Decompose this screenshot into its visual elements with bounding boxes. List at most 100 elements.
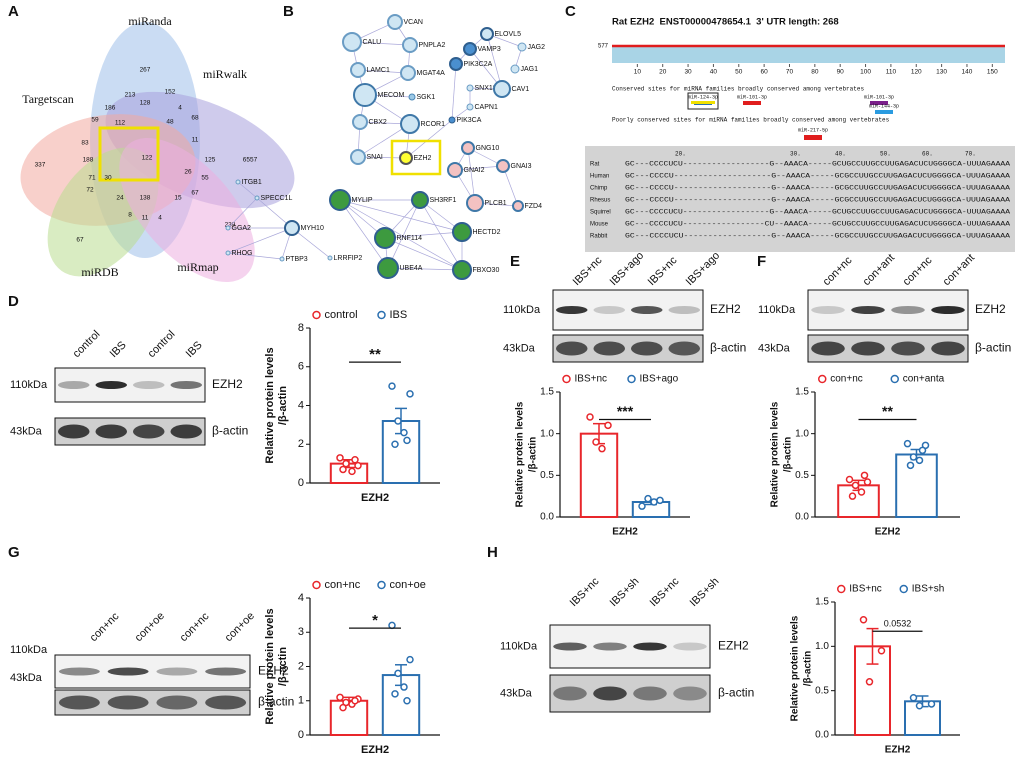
protein-label: β-actin [975,341,1011,355]
axis-tick-label: 140 [962,69,973,76]
network-edge [357,123,411,158]
legend-marker [899,584,908,594]
y-tick-label: 1.0 [815,641,829,652]
data-point [877,647,886,655]
marker-label: 43kDa [758,342,791,354]
y-tick-label: 1.5 [795,387,809,398]
blot-band [631,306,663,314]
blot-band [593,642,627,651]
blot-band [811,341,845,356]
node-label: SPECC1L [261,195,293,202]
x-tick-label: EZH2 [612,527,638,538]
node-label: GNAI3 [511,163,532,170]
y-tick-label: 2 [298,438,304,450]
blot-band [593,341,625,356]
blot-band [631,341,663,356]
node-label: RHOG [232,250,253,257]
blot-band [58,381,90,389]
blot-band [633,686,667,701]
protein-label: EZH2 [975,302,1006,316]
axis-tick-label: 130 [936,69,947,76]
legend-label: con+nc [325,579,361,591]
node-label: MYH10 [301,225,324,232]
blot-band [156,667,198,676]
protein-label: β-actin [718,686,754,700]
venn-count: 188 [83,157,94,164]
site-bar [691,101,715,104]
y-tick-label: 1.0 [540,428,554,439]
species-name: Rhesus [590,198,610,204]
sequence: GC---CCCCU--------------------G--AAACA--… [625,185,1011,192]
venn-count: 67 [76,237,84,244]
data-point [638,502,646,510]
node-label: MGAT4A [417,70,446,77]
alignment-position: 50. [880,151,891,158]
sequence: GC---CCCCU--------------------G--AAACA--… [625,197,1011,204]
network-node [452,222,472,242]
node-label: FBXO30 [473,267,500,274]
blot-band [556,306,588,314]
legend-label: con+nc [830,374,863,385]
venn-count: 267 [140,67,151,74]
y-tick-label: 1.5 [815,597,829,608]
venn-count: 30 [104,175,112,182]
alignment-position: 60. [922,151,933,158]
axis-tick-label: 10 [634,69,642,76]
significance-label: ** [369,346,381,363]
legend-marker [562,374,571,384]
network-node [279,256,285,262]
data-point [400,428,408,437]
network-node [400,65,416,81]
data-point [336,454,344,462]
y-tick-label: 1.0 [795,428,809,439]
site-bar [870,101,888,105]
network-node [350,62,366,78]
blot-band [811,306,845,314]
network-node [493,80,511,98]
depth-label: 577 [598,44,609,50]
alignment-box [585,146,1015,252]
y-axis-label: /β-actin [277,647,289,686]
data-point [851,481,860,490]
node-label: HECTD2 [473,229,501,236]
axis-tick-label: 50 [735,69,743,76]
data-point [342,459,350,468]
network-node [461,141,475,155]
network-node [374,227,396,249]
x-tick-label: EZH2 [361,492,389,504]
legend-marker [312,310,321,320]
node-label: VAMP3 [478,46,501,53]
data-point [915,701,924,710]
legend-label: con+oe [390,579,426,591]
blot-band [156,695,198,710]
blot-band [931,306,965,314]
data-point [354,461,362,470]
network-edge [339,199,463,271]
node-label: RNF114 [397,235,423,242]
protein-label: β-actin [710,341,746,355]
y-tick-label: 4 [298,592,304,604]
venn-count: 213 [125,92,136,99]
network-edge [357,69,409,74]
protein-label: EZH2 [718,639,749,653]
blot-band [593,306,625,314]
legend-marker [818,374,827,384]
species-name: Human [590,174,609,180]
legend-label: IBS+ago [640,374,679,385]
venn-count: 337 [35,162,46,169]
data-point [391,440,399,448]
network-node [377,257,399,279]
node-label: PLCB1 [485,200,507,207]
node-label: CBX2 [369,119,387,126]
legend-marker [377,580,386,590]
marker-label: 110kDa [10,379,48,391]
network-edge [486,33,503,90]
data-point [348,467,356,476]
axis-tick-label: 20 [659,69,667,76]
panel-label: D [8,293,19,310]
y-tick-label: 0.0 [795,512,809,523]
node-label: UBE4A [400,265,423,272]
species-name: Rabbit [590,234,608,240]
data-point [903,439,912,448]
sequence: GC---CCCCUCU------------------G--AAACA--… [625,233,1011,240]
